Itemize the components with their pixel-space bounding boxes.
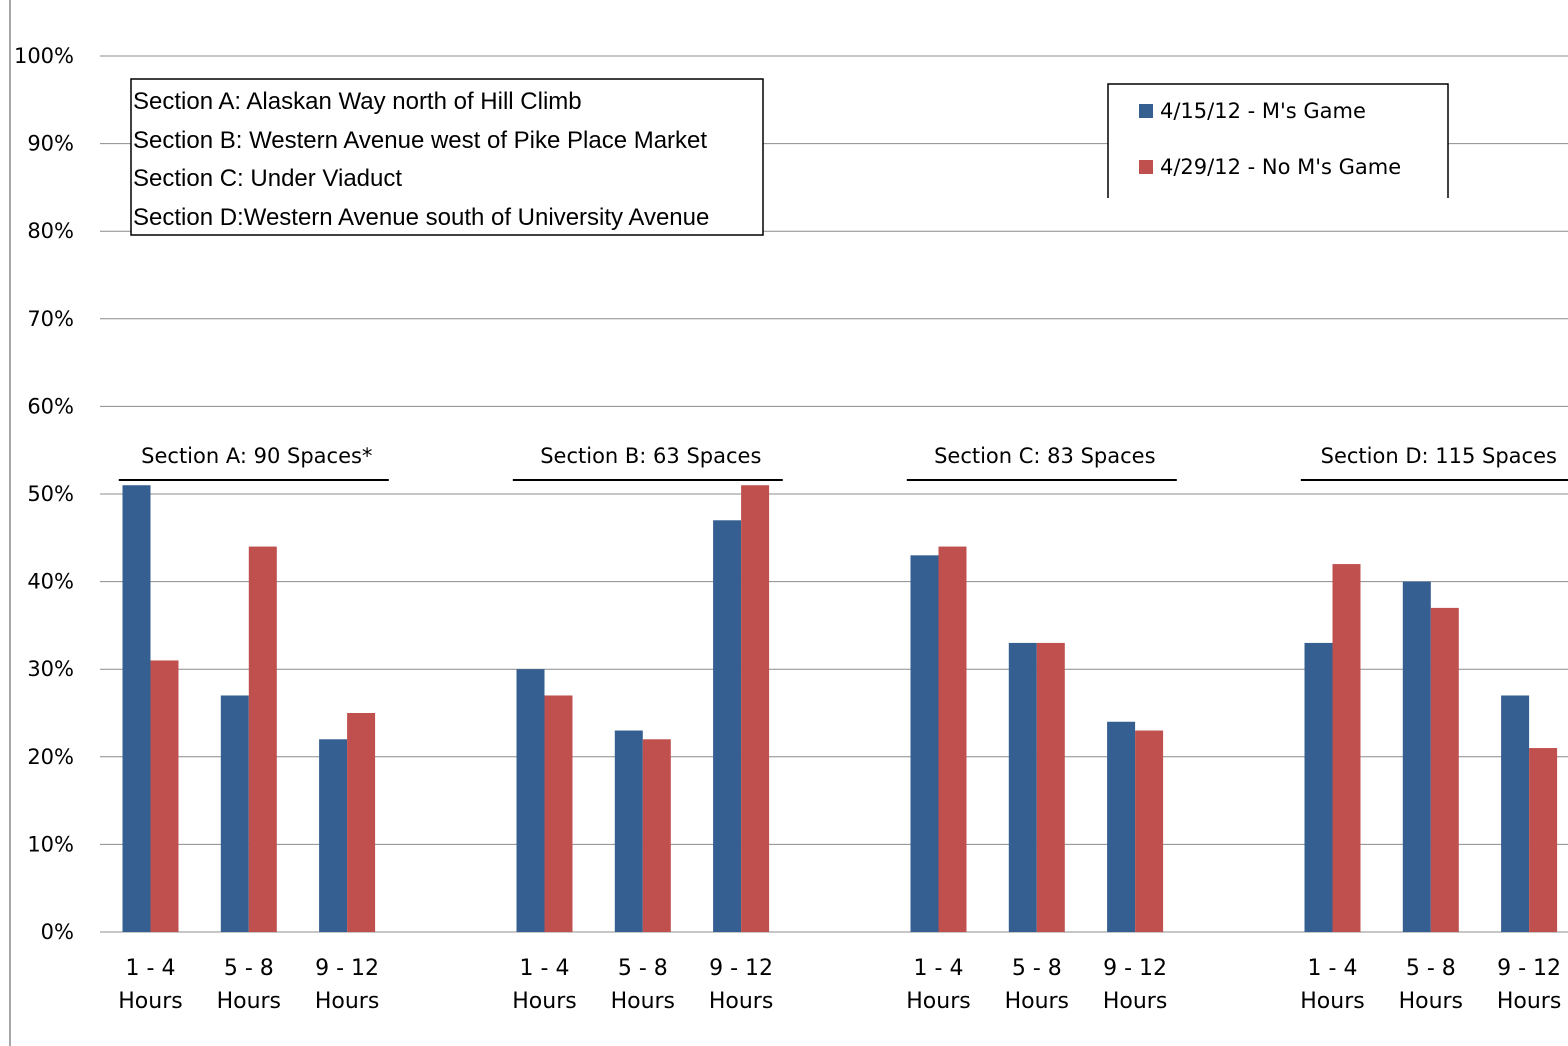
legend-swatch-series-1 [1139, 104, 1153, 118]
x-category-label: Hours [315, 989, 379, 1014]
section-label: Section D: 115 Spaces [1321, 444, 1557, 468]
annotation-line-3: Section C: Under Viaduct [133, 165, 402, 192]
x-category-label: 5 - 8 [224, 956, 274, 981]
bar-series-1 [911, 555, 939, 932]
x-category-label: Hours [1300, 989, 1364, 1014]
x-category-label: 5 - 8 [1012, 956, 1062, 981]
bar-series-2 [1529, 748, 1557, 932]
bar-series-2 [939, 547, 967, 932]
x-category-label: 9 - 12 [315, 956, 379, 981]
section-label: Section B: 63 Spaces [540, 444, 761, 468]
x-category-label: 1 - 4 [914, 956, 964, 981]
bar-series-1 [1107, 722, 1135, 932]
y-tick-label: 70% [27, 307, 74, 331]
x-category-label: Hours [1497, 989, 1561, 1014]
bar-series-2 [741, 485, 769, 932]
bar-series-2 [1135, 731, 1163, 932]
bar-series-2 [249, 547, 277, 932]
x-category-label: 9 - 12 [1497, 956, 1561, 981]
bar-series-1 [1009, 643, 1037, 932]
legend-label-series-2: 4/29/12 - No M's Game [1160, 155, 1401, 179]
y-tick-label: 10% [27, 832, 74, 856]
legend: 4/15/12 - M's Game 4/29/12 - No M's Game [1108, 84, 1448, 198]
y-tick-label: 80% [27, 219, 74, 243]
x-category-label: 1 - 4 [1308, 956, 1358, 981]
x-category-label: Hours [118, 989, 182, 1014]
bar-series-1 [1403, 582, 1431, 932]
bar-series-1 [517, 669, 545, 932]
x-axis-category-labels: 1 - 4 Hours 5 - 8 Hours 9 - 12 Hours 1 - 4 Hour… [118, 956, 1561, 1014]
bar-series-2 [643, 739, 671, 932]
x-category-label: Hours [709, 989, 773, 1014]
x-category-label: 1 - 4 [520, 956, 570, 981]
y-tick-label: 20% [27, 745, 74, 769]
bar-series-2 [1431, 608, 1459, 932]
x-category-label: Hours [1005, 989, 1069, 1014]
bar-series-2 [1037, 643, 1065, 932]
y-tick-label: 100% [14, 44, 74, 68]
x-category-label: Hours [611, 989, 675, 1014]
x-category-label: 1 - 4 [126, 956, 176, 981]
bar-series-1 [713, 520, 741, 932]
bar-series-1 [1305, 643, 1333, 932]
x-category-label: 9 - 12 [1103, 956, 1167, 981]
y-tick-label: 90% [27, 132, 74, 156]
annotation-box: Section A: Alaskan Way north of Hill Cli… [131, 79, 763, 235]
x-category-label: 9 - 12 [709, 956, 773, 981]
x-category-label: 5 - 8 [618, 956, 668, 981]
bars [123, 485, 1558, 932]
bar-series-2 [545, 695, 573, 932]
bar-series-1 [221, 695, 249, 932]
x-category-label: Hours [512, 989, 576, 1014]
y-tick-label: 50% [27, 482, 74, 506]
y-tick-label: 30% [27, 657, 74, 681]
bar-series-2 [151, 660, 179, 932]
bar-series-1 [123, 485, 151, 932]
y-axis-ticks: 0% 10% 20% 30% 40% 50% 60% 70% 80% 90% 100% [14, 44, 74, 944]
y-tick-label: 60% [27, 394, 74, 418]
y-tick-label: 0% [41, 920, 74, 944]
section-label: Section A: 90 Spaces* [141, 444, 372, 468]
x-category-label: Hours [1399, 989, 1463, 1014]
annotation-line-1: Section A: Alaskan Way north of Hill Cli… [133, 88, 582, 115]
y-tick-label: 40% [27, 570, 74, 594]
bar-series-1 [615, 731, 643, 932]
bar-series-1 [1501, 695, 1529, 932]
legend-swatch-series-2 [1139, 160, 1153, 174]
section-label: Section C: 83 Spaces [934, 444, 1155, 468]
section-labels: Section A: 90 Spaces* Section B: 63 Space… [119, 444, 1568, 480]
annotation-line-2: Section B: Western Avenue west of Pike P… [133, 127, 707, 154]
bar-series-1 [319, 739, 347, 932]
bar-series-2 [1333, 564, 1361, 932]
bar-series-2 [347, 713, 375, 932]
x-category-label: Hours [906, 989, 970, 1014]
annotation-line-4: Section D:Western Avenue south of Univer… [133, 204, 709, 231]
x-category-label: Hours [1103, 989, 1167, 1014]
x-category-label: Hours [217, 989, 281, 1014]
legend-label-series-1: 4/15/12 - M's Game [1160, 99, 1366, 123]
x-category-label: 5 - 8 [1406, 956, 1456, 981]
